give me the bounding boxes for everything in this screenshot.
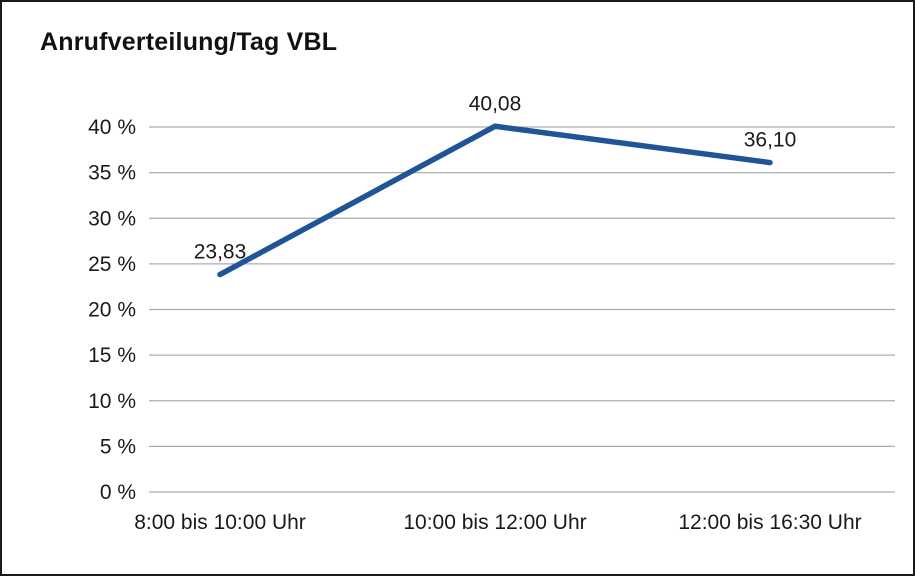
data-line <box>217 123 773 278</box>
x-tick-label: 10:00 bis 12:00 Uhr <box>403 511 586 534</box>
data-label: 23,83 <box>194 241 247 264</box>
x-tick-label: 12:00 bis 16:30 Uhr <box>678 511 861 534</box>
y-tick-label: 10 % <box>88 390 136 413</box>
x-tick-label: 8:00 bis 10:00 Uhr <box>134 511 306 534</box>
y-tick-label: 0 % <box>100 481 136 504</box>
chart-title: Anrufverteilung/Tag VBL <box>40 28 338 56</box>
data-label: 40,08 <box>469 92 522 115</box>
y-tick-label: 25 % <box>88 253 136 276</box>
y-tick-label: 15 % <box>88 344 136 367</box>
data-label: 36,10 <box>744 129 797 152</box>
y-tick-label: 20 % <box>88 299 136 322</box>
y-tick-label: 5 % <box>100 435 136 458</box>
y-tick-label: 35 % <box>88 162 136 185</box>
y-tick-label: 40 % <box>88 116 136 139</box>
y-tick-label: 30 % <box>88 207 136 230</box>
